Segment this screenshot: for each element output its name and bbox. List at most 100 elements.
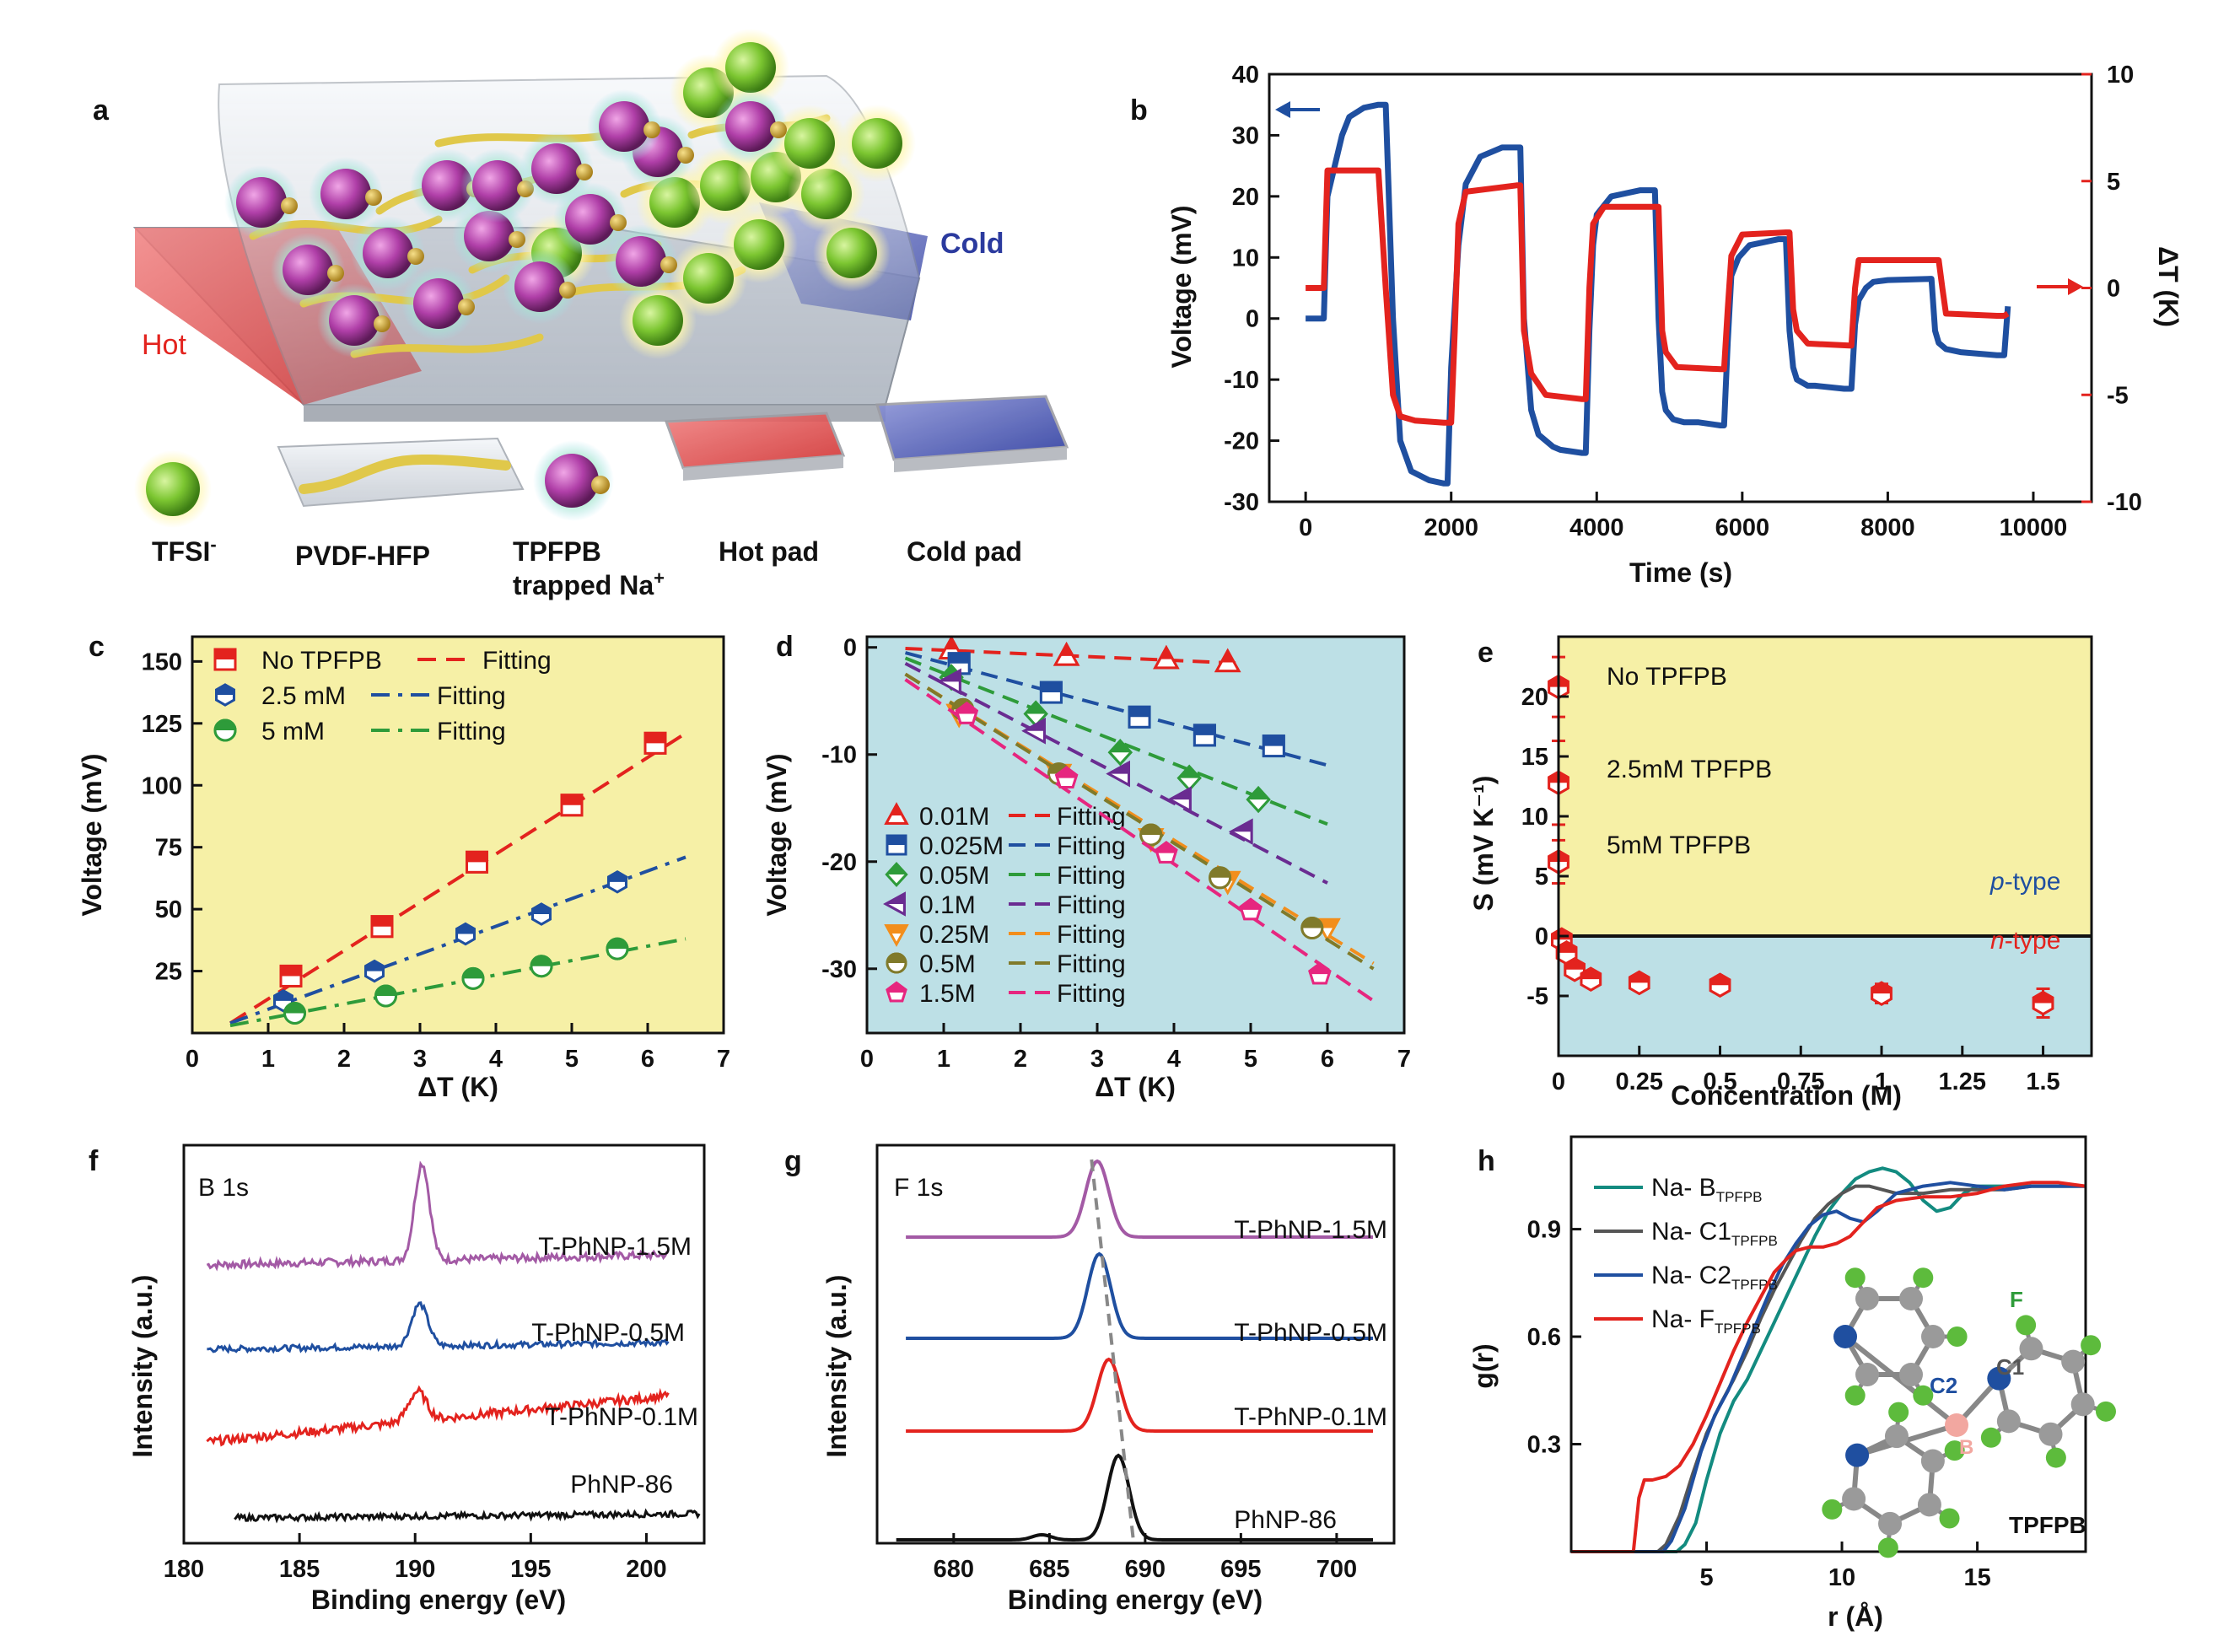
panel-letter-b: b <box>1130 94 1148 126</box>
y-tick-label: 100 <box>142 772 182 799</box>
chart-title: B 1s <box>198 1174 249 1202</box>
y-axis-label: Voltage (mV) <box>77 753 107 916</box>
molecule-label-c2: C2 <box>1930 1373 1957 1398</box>
x-axis-label: r (Å) <box>1828 1601 1883 1632</box>
data-point-outline <box>273 989 293 1013</box>
fluorine-atom <box>2081 1335 2102 1356</box>
tfsi-ball <box>683 253 734 304</box>
fluorine-atom <box>1944 1440 1965 1461</box>
x-axis-label: Binding energy (eV) <box>1008 1585 1263 1615</box>
fluorine-atom <box>1939 1508 1960 1529</box>
panel-d-frame <box>865 635 1406 1035</box>
x-tick-label: 5 <box>1244 1046 1257 1073</box>
sodium-ball <box>281 197 298 214</box>
spectrum-label: PhNP-86 <box>1234 1506 1337 1534</box>
data-point-outline <box>1300 917 1324 940</box>
sodium-ball <box>559 282 576 299</box>
data-point-outline <box>606 937 629 961</box>
data-point-half <box>562 804 582 815</box>
sodium-ball <box>610 214 627 231</box>
data-point-outline <box>1128 705 1151 729</box>
legend-marker-half <box>887 845 906 854</box>
y-tick-label: -20 <box>1224 428 1259 455</box>
spectrum-line <box>206 1160 670 1272</box>
tfsi-icon <box>146 462 200 516</box>
fluorine-atom <box>1844 1385 1866 1406</box>
fluorine-atom <box>1980 1427 2001 1448</box>
legend-marker-outline <box>886 981 907 1003</box>
x-tick-label: 6 <box>641 1046 654 1073</box>
sodium-ball <box>407 248 424 265</box>
x-axis-label: Binding energy (eV) <box>311 1585 566 1615</box>
fluorine-atom <box>1844 1267 1866 1289</box>
tfsi-ball <box>852 118 902 169</box>
molecule-label-b: B <box>1959 1436 1973 1459</box>
spectrum-label: T-PhNP-1.5M <box>538 1233 692 1261</box>
p-type-label: p-type <box>1989 868 2060 896</box>
n-type-letter: n <box>1990 927 2005 955</box>
data-point-half <box>1216 662 1239 671</box>
panel-letter-h: h <box>1478 1145 1495 1177</box>
panel-f-chart: T-PhNP-1.5M T-PhNP-0.5M T-PhNP-0.1M PhNP-86… <box>127 1143 706 1615</box>
molecule-label-c1: C1 <box>1996 1354 2024 1380</box>
x-axis-label: ΔT (K) <box>1095 1072 1176 1102</box>
tfsi-ball <box>784 118 835 169</box>
pvdf-hfp-fiber-icon <box>299 454 511 494</box>
data-point-half <box>1321 928 1334 940</box>
tpfpb-ball <box>725 101 776 152</box>
data-point-half <box>1109 752 1131 764</box>
legend-marker-outline <box>886 952 907 974</box>
x-tick-label: 10 <box>1828 1564 1855 1591</box>
x-tick-label: 2 <box>337 1046 351 1073</box>
carbon-atom <box>1884 1424 1909 1449</box>
data-point-outline <box>1053 641 1080 666</box>
y-tick-label: 0.6 <box>1527 1324 1561 1351</box>
legend-marker-outline <box>213 648 237 671</box>
legend-cold-pad: Cold pad <box>907 536 1022 567</box>
annotation-no-tpfpb: No TPFPB <box>1607 663 1727 691</box>
data-point-outline <box>607 870 627 894</box>
x-tick-label: 200 <box>626 1556 666 1583</box>
tpfpb-icon <box>545 454 599 508</box>
panel-c-frame <box>191 635 725 1035</box>
nitrogen-atom <box>1987 1366 2011 1391</box>
p-type-letter: p <box>1989 868 2005 896</box>
legend-hot-pad: Hot pad <box>719 536 819 567</box>
data-point-half <box>1311 974 1329 983</box>
legend-fit-label: Fitting <box>1057 921 1126 949</box>
carbon-atom <box>1899 1363 1923 1387</box>
y-tick-label: 0 <box>2107 276 2120 303</box>
y-tick-label: 0 <box>1535 923 1548 950</box>
x-tick-label: 2 <box>1014 1046 1027 1073</box>
x-tick-label: 1 <box>937 1046 950 1073</box>
y-tick-label: -5 <box>2107 382 2129 409</box>
data-point-outline <box>530 955 553 978</box>
sodium-ball <box>770 121 787 138</box>
cold-pad-icon-edge <box>894 447 1067 472</box>
legend-fit-label: Fitting <box>437 682 506 710</box>
data-point-half <box>372 926 392 937</box>
spectrum-line <box>896 1453 1373 1542</box>
data-point-outline <box>1153 644 1180 670</box>
legend-fit-label: Fitting <box>1057 950 1126 978</box>
data-point-half <box>957 713 977 724</box>
tpfpb-ball <box>329 295 380 346</box>
legend-marker-outline <box>883 891 906 917</box>
panel-e-frame <box>1557 635 2093 1057</box>
tpfpb-ball <box>320 169 371 219</box>
data-point-outline <box>1628 970 1650 996</box>
panel-f-frame <box>182 1143 706 1545</box>
y-axis-label: Voltage (mV) <box>1166 205 1197 368</box>
fit-line <box>904 672 1375 971</box>
legend-marker-half <box>215 659 235 670</box>
data-point-outline <box>1054 766 1079 788</box>
carbon-atom <box>1855 1286 1879 1310</box>
x-tick-label: 4 <box>1167 1046 1181 1073</box>
legend-marker-outline <box>885 862 908 887</box>
tpfpb-ball <box>413 278 464 329</box>
x-tick-label: 7 <box>1397 1046 1411 1073</box>
x-tick-label: 185 <box>279 1556 320 1583</box>
carbon-atom <box>1996 1409 2021 1434</box>
tpfpb-molecule: F C2 C1 B TPFPB <box>1822 1267 2116 1558</box>
